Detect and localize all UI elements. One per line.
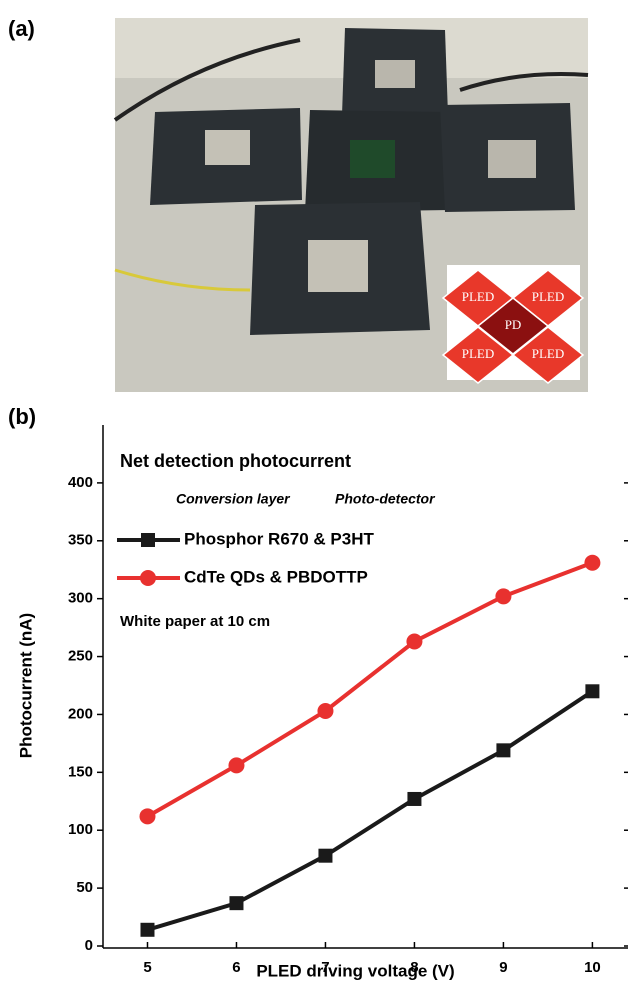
marker — [228, 757, 244, 773]
x-axis-label: PLED driving voltage (V) — [256, 961, 454, 980]
pixel — [205, 130, 250, 165]
marker — [139, 808, 155, 824]
series-line — [147, 563, 592, 817]
y-tick-label: 300 — [68, 590, 93, 607]
marker — [495, 588, 511, 604]
marker — [229, 896, 243, 910]
inset-label: PLED — [462, 346, 495, 361]
x-tick-label: 10 — [584, 959, 601, 976]
marker — [584, 555, 600, 571]
pixel — [308, 240, 368, 292]
legend-label: CdTe QDs & PBDOTTP — [184, 567, 368, 586]
y-tick-label: 50 — [76, 879, 93, 896]
marker — [407, 792, 421, 806]
pixel — [488, 140, 536, 178]
annotation: White paper at 10 cm — [120, 613, 270, 630]
legend-header: Conversion layer — [176, 491, 291, 507]
photo: PLED PLED PLED PLED PD — [115, 18, 588, 392]
marker — [585, 684, 599, 698]
inset-label: PLED — [532, 346, 565, 361]
x-tick-label: 5 — [143, 959, 151, 976]
panel-label: (b) — [8, 404, 36, 429]
y-tick-label: 350 — [68, 532, 93, 549]
y-axis-label: Photocurrent (nA) — [16, 613, 35, 758]
marker — [317, 703, 333, 719]
legend-header: Photo-detector — [335, 491, 436, 507]
panel-label: (a) — [8, 16, 35, 41]
marker — [140, 923, 154, 937]
y-tick-label: 400 — [68, 474, 93, 491]
y-tick-label: 250 — [68, 648, 93, 665]
inset-label: PD — [505, 317, 522, 332]
inset-label: PLED — [462, 289, 495, 304]
legend-label: Phosphor R670 & P3HT — [184, 529, 374, 548]
marker — [318, 849, 332, 863]
inset-label: PLED — [532, 289, 565, 304]
chart-title: Net detection photocurrent — [120, 451, 351, 471]
pixel — [350, 140, 395, 178]
figure: PLED PLED PLED PLED PD (b) 0 50 100 150 200 250 300… — [0, 0, 630, 984]
marker — [496, 743, 510, 757]
y-tick-label: 0 — [85, 937, 93, 954]
y-tick-label: 150 — [68, 763, 93, 780]
y-tick-label: 100 — [68, 821, 93, 838]
x-tick-label: 9 — [499, 959, 507, 976]
legend-marker — [141, 533, 155, 547]
series-line — [147, 691, 592, 930]
legend-marker — [140, 570, 156, 586]
y-tick-label: 200 — [68, 705, 93, 722]
pixel — [375, 60, 415, 88]
marker — [406, 634, 422, 650]
x-tick-label: 6 — [232, 959, 240, 976]
